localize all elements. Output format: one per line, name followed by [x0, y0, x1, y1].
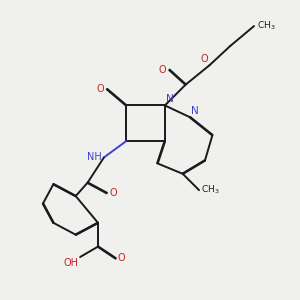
- Text: OH: OH: [64, 259, 79, 269]
- Text: O: O: [200, 54, 208, 64]
- Text: O: O: [109, 188, 117, 198]
- Text: NH: NH: [87, 152, 102, 162]
- Text: N: N: [166, 94, 174, 103]
- Text: O: O: [97, 84, 104, 94]
- Text: O: O: [158, 65, 166, 75]
- Text: CH$_3$: CH$_3$: [201, 184, 220, 197]
- Text: CH$_3$: CH$_3$: [257, 20, 276, 32]
- Text: N: N: [191, 106, 199, 116]
- Text: O: O: [117, 254, 125, 263]
